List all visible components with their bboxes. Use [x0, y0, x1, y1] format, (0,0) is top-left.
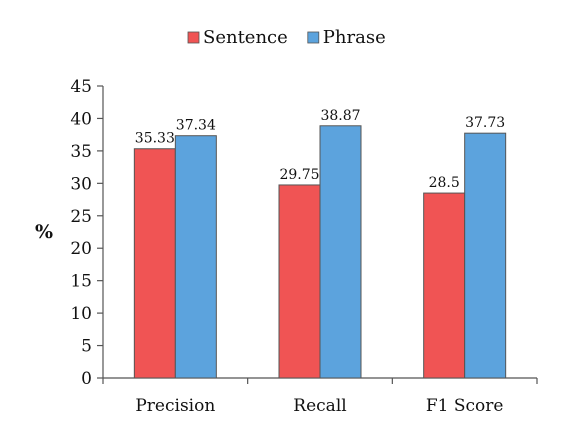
data-label: 29.75: [279, 167, 319, 183]
x-tick-label: Precision: [135, 396, 215, 416]
y-tick-label: 45: [70, 77, 92, 97]
y-tick-label: 15: [70, 272, 92, 292]
bar-sentence-recall: [278, 184, 321, 379]
bar-sentence-precision: [133, 148, 176, 379]
x-tick-label: F1 Score: [426, 396, 504, 416]
y-tick-label: 30: [70, 174, 92, 194]
data-labels-group: 35.33 29.75 28.5 37.34 38.87 37.73: [135, 108, 505, 191]
data-label: 37.73: [465, 115, 505, 131]
y-axis-label: %: [35, 221, 53, 243]
bar-sentence-f1-score: [423, 192, 466, 379]
legend-swatch-phrase: [307, 31, 320, 44]
y-tick-label: 40: [70, 109, 92, 129]
bar-phrase-recall: [319, 125, 362, 379]
legend: Sentence Phrase: [187, 27, 386, 48]
legend-label-phrase: Phrase: [323, 27, 386, 48]
bar-phrase-precision: [174, 135, 217, 379]
y-tick-label: 5: [81, 337, 92, 357]
x-tick-label: Recall: [293, 396, 346, 416]
data-label: 37.34: [176, 118, 216, 134]
legend-label-sentence: Sentence: [203, 27, 288, 48]
y-tick-label: 20: [70, 239, 92, 259]
legend-swatch-sentence: [187, 31, 200, 44]
data-label: 35.33: [135, 131, 175, 147]
bars-group: [133, 125, 507, 379]
y-tick-label: 0: [81, 369, 92, 389]
y-tick-label: 25: [70, 207, 92, 227]
x-axis: Precision Recall F1 Score: [102, 377, 538, 416]
data-label: 28.5: [429, 175, 460, 191]
data-label: 38.87: [320, 108, 360, 124]
y-axis: 0 5 10 15 20 25 30 35 40 45: [70, 77, 104, 389]
y-tick-label: 35: [70, 142, 92, 162]
y-tick-label: 10: [70, 304, 92, 324]
bar-phrase-f1-score: [464, 132, 507, 379]
